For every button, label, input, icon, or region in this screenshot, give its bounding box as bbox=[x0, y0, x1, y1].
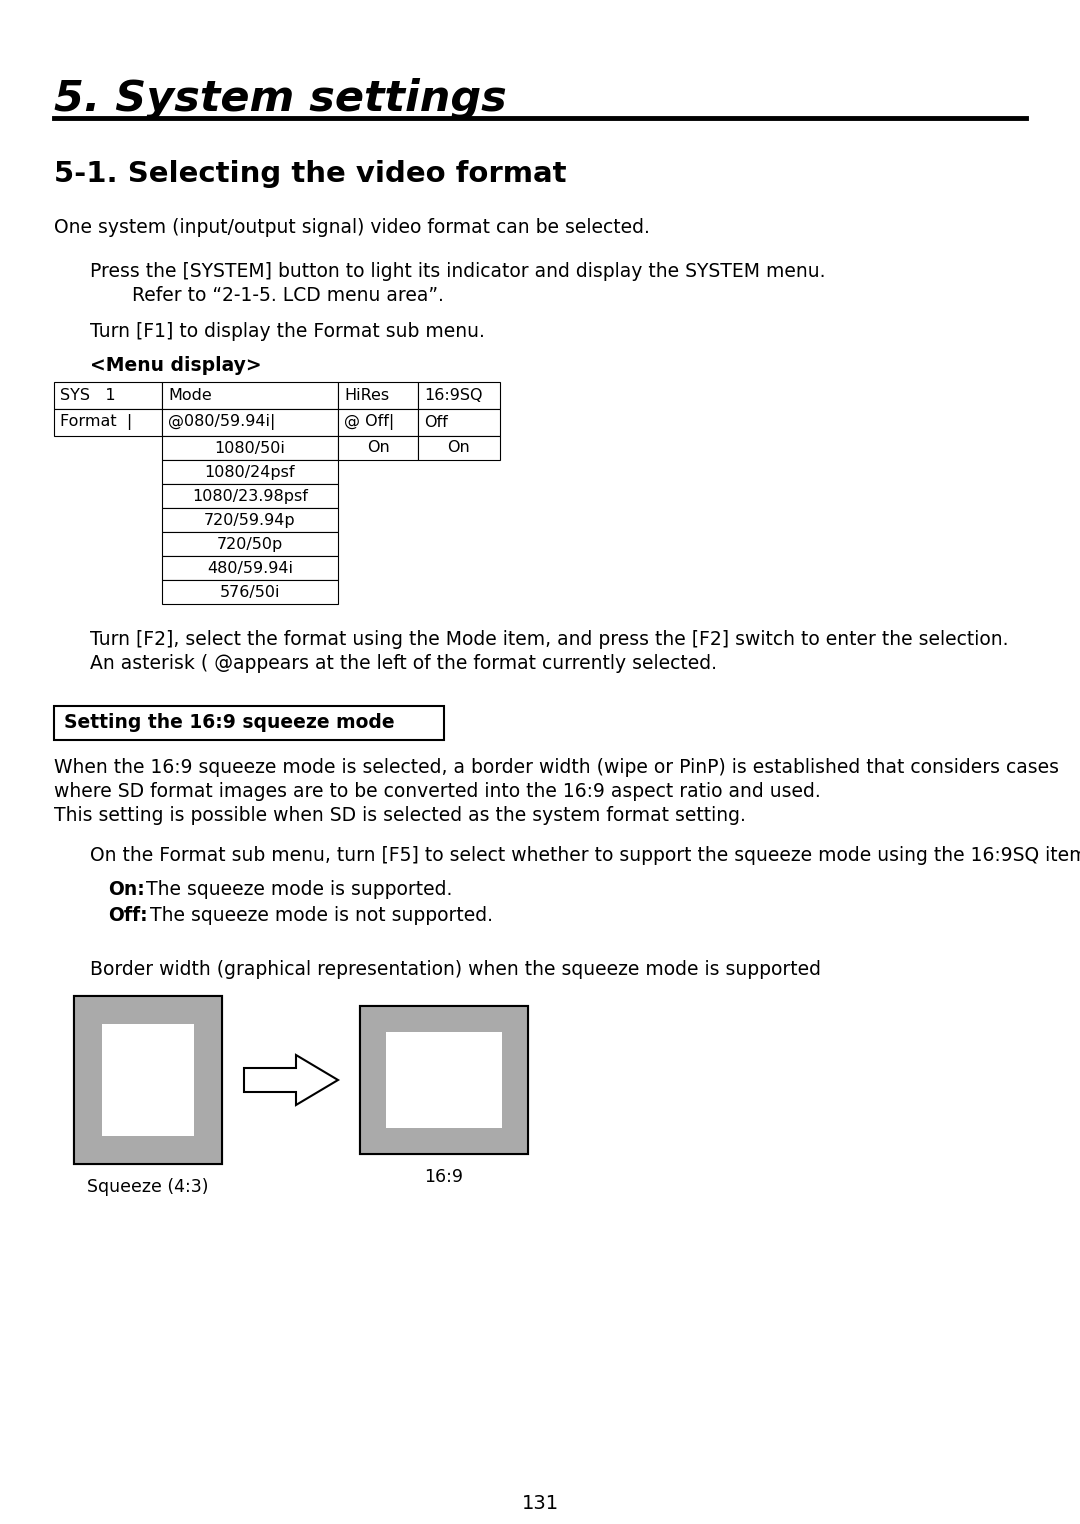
Text: Border width (graphical representation) when the squeeze mode is supported: Border width (graphical representation) … bbox=[90, 960, 821, 978]
Text: 1080/50i: 1080/50i bbox=[215, 440, 285, 456]
Text: Press the [SYSTEM] button to light its indicator and display the SYSTEM menu.: Press the [SYSTEM] button to light its i… bbox=[90, 262, 825, 280]
Bar bbox=[338, 408, 418, 436]
Text: 16:9SQ: 16:9SQ bbox=[424, 389, 483, 402]
Bar bbox=[338, 436, 418, 460]
Text: This setting is possible when SD is selected as the system format setting.: This setting is possible when SD is sele… bbox=[54, 806, 746, 824]
Text: One system (input/output signal) video format can be selected.: One system (input/output signal) video f… bbox=[54, 218, 650, 238]
Text: @080/59.94i|: @080/59.94i| bbox=[168, 415, 275, 430]
Bar bbox=[75, 997, 222, 1164]
Bar bbox=[54, 706, 444, 741]
Bar bbox=[54, 408, 162, 436]
Bar bbox=[162, 507, 338, 532]
Bar bbox=[162, 460, 338, 485]
Text: Mode: Mode bbox=[168, 389, 212, 402]
Bar bbox=[360, 1006, 528, 1154]
Bar bbox=[162, 436, 338, 460]
Text: 1080/24psf: 1080/24psf bbox=[205, 465, 295, 480]
Text: An asterisk ( @appears at the left of the format currently selected.: An asterisk ( @appears at the left of th… bbox=[90, 654, 717, 674]
Bar bbox=[75, 997, 222, 1164]
Bar bbox=[162, 485, 338, 507]
Text: 720/50p: 720/50p bbox=[217, 536, 283, 552]
Text: The squeeze mode is not supported.: The squeeze mode is not supported. bbox=[144, 905, 492, 925]
Text: Refer to “2-1-5. LCD menu area”.: Refer to “2-1-5. LCD menu area”. bbox=[108, 287, 444, 305]
Text: Off: Off bbox=[424, 415, 448, 430]
Text: On: On bbox=[447, 440, 471, 456]
Text: 576/50i: 576/50i bbox=[219, 585, 280, 599]
Bar bbox=[54, 383, 162, 408]
Bar bbox=[360, 1006, 528, 1154]
Text: Squeeze (4:3): Squeeze (4:3) bbox=[87, 1178, 208, 1196]
Bar bbox=[386, 1032, 502, 1128]
Bar bbox=[162, 532, 338, 556]
Text: 16:9: 16:9 bbox=[424, 1167, 463, 1186]
Bar bbox=[338, 383, 418, 408]
Text: SYS   1: SYS 1 bbox=[60, 389, 116, 402]
Text: 480/59.94i: 480/59.94i bbox=[207, 561, 293, 576]
Text: On:: On: bbox=[108, 879, 145, 899]
Text: Turn [F2], select the format using the Mode item, and press the [F2] switch to e: Turn [F2], select the format using the M… bbox=[90, 629, 1009, 649]
Text: Format  |: Format | bbox=[60, 415, 132, 430]
Text: Off:: Off: bbox=[108, 905, 148, 925]
Bar bbox=[102, 1024, 194, 1135]
Bar bbox=[360, 1006, 528, 1154]
Text: Setting the 16:9 squeeze mode: Setting the 16:9 squeeze mode bbox=[64, 713, 394, 733]
Text: where SD format images are to be converted into the 16:9 aspect ratio and used.: where SD format images are to be convert… bbox=[54, 782, 821, 802]
Text: @ Off|: @ Off| bbox=[345, 415, 394, 430]
Text: When the 16:9 squeeze mode is selected, a border width (wipe or PinP) is establi: When the 16:9 squeeze mode is selected, … bbox=[54, 757, 1059, 777]
Bar bbox=[418, 408, 500, 436]
Bar bbox=[418, 436, 500, 460]
Text: 1080/23.98psf: 1080/23.98psf bbox=[192, 489, 308, 503]
Bar bbox=[162, 383, 338, 408]
Text: 5-1. Selecting the video format: 5-1. Selecting the video format bbox=[54, 160, 567, 187]
Text: 720/59.94p: 720/59.94p bbox=[204, 512, 296, 527]
Polygon shape bbox=[244, 1055, 338, 1105]
Text: 5. System settings: 5. System settings bbox=[54, 78, 507, 120]
Text: The squeeze mode is supported.: The squeeze mode is supported. bbox=[140, 879, 453, 899]
Bar bbox=[162, 556, 338, 581]
Bar bbox=[418, 383, 500, 408]
Text: <Menu display>: <Menu display> bbox=[90, 357, 261, 375]
Bar bbox=[162, 581, 338, 604]
Bar bbox=[75, 997, 222, 1164]
Text: On: On bbox=[366, 440, 390, 456]
Text: HiRes: HiRes bbox=[345, 389, 389, 402]
Text: On the Format sub menu, turn [F5] to select whether to support the squeeze mode : On the Format sub menu, turn [F5] to sel… bbox=[90, 846, 1080, 866]
Text: Turn [F1] to display the Format sub menu.: Turn [F1] to display the Format sub menu… bbox=[90, 322, 485, 341]
Text: 131: 131 bbox=[522, 1494, 558, 1513]
Bar bbox=[162, 408, 338, 436]
